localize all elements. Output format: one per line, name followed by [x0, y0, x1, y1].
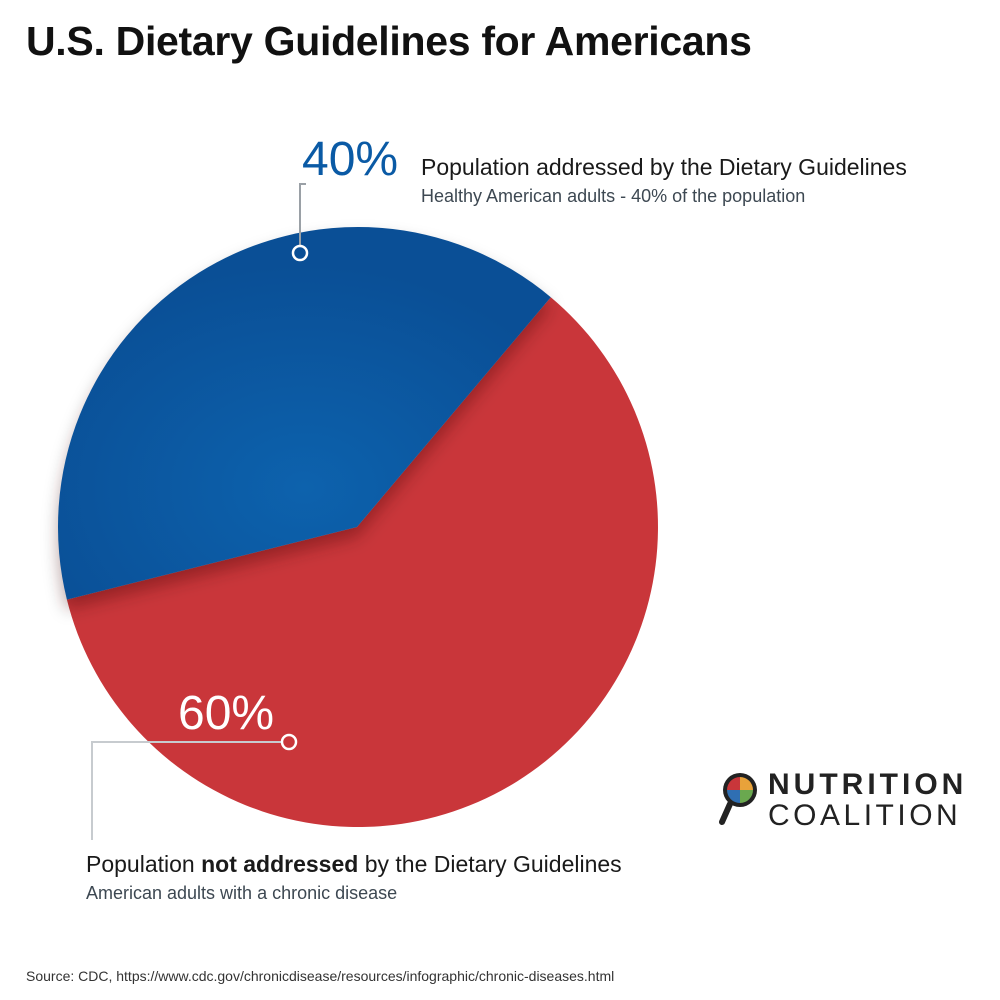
- leader-line-addressed: [299, 183, 306, 246]
- slice-blue-sublabel: Healthy American adults - 40% of the pop…: [421, 186, 806, 206]
- slice-red-label-bold: not addressed: [201, 851, 359, 877]
- leader-marker-addressed: [291, 244, 309, 262]
- slice-red-label-suffix: by the Dietary Guidelines: [358, 851, 622, 877]
- slice-red-label: Population not addressed by the Dietary …: [86, 851, 622, 878]
- slice-red-percent: 60%: [178, 687, 275, 740]
- slice-red-label-prefix: Population: [86, 851, 202, 877]
- chart-title: U.S. Dietary Guidelines for Americans: [26, 18, 752, 64]
- slice-blue-percent: 40%: [302, 133, 399, 186]
- pie-slice-not-addressed: [66, 297, 658, 828]
- slice-blue-label: Population addressed by the Dietary Guid…: [421, 154, 907, 180]
- leader-marker-not-addressed: [280, 733, 298, 751]
- source-note: Source: CDC, https://www.cdc.gov/chronic…: [26, 968, 615, 984]
- magnifier-plate-icon: [719, 773, 757, 825]
- logo-text-line2: COALITION: [768, 799, 962, 832]
- pie-slice-addressed: [57, 227, 551, 600]
- leader-line-not-addressed: [91, 741, 281, 840]
- slice-red-sublabel: American adults with a chronic disease: [86, 883, 398, 903]
- nutrition-coalition-logo: NUTRITION COALITION: [718, 768, 980, 832]
- logo-text-line1: NUTRITION: [768, 768, 968, 801]
